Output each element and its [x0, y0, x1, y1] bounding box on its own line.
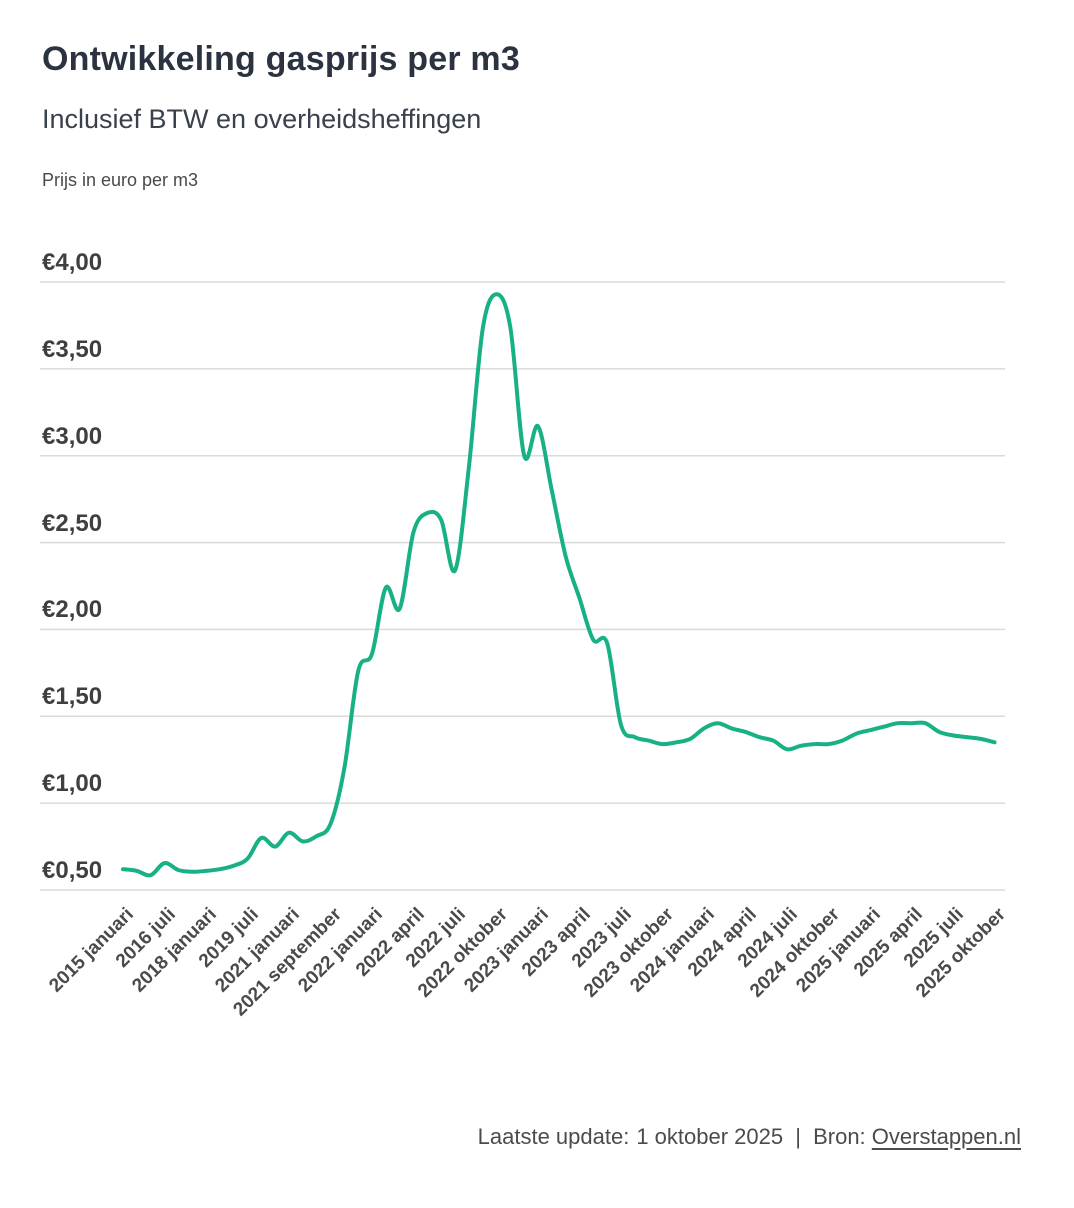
chart-footer: Laatste update: 1 oktober 2025 | Bron: Ov…	[478, 1124, 1021, 1150]
y-axis-label: €4,00	[42, 249, 103, 276]
page-title: Ontwikkeling gasprijs per m3	[42, 40, 520, 78]
source-link[interactable]: Overstappen.nl	[871, 1124, 1021, 1149]
y-axis-unit-label: Prijs in euro per m3	[42, 170, 199, 190]
y-axis-label: €3,50	[42, 335, 103, 363]
y-axis-label: €0,50	[42, 857, 103, 884]
gas-price-line	[121, 292, 997, 878]
last-update-date: 1 oktober 2025	[636, 1124, 784, 1149]
y-axis-label: €2,50	[42, 509, 103, 537]
y-axis-label: €1,00	[42, 770, 103, 798]
y-axis-label: €1,50	[42, 683, 103, 711]
last-update-label: Laatste update:	[477, 1124, 630, 1149]
footer-separator: |	[795, 1124, 801, 1149]
y-axis-label: €3,00	[42, 422, 103, 450]
page-subtitle: Inclusief BTW en overheidsheffingen	[42, 104, 482, 134]
source-label: Bron:	[813, 1124, 866, 1149]
y-axis-label: €2,00	[42, 596, 103, 624]
